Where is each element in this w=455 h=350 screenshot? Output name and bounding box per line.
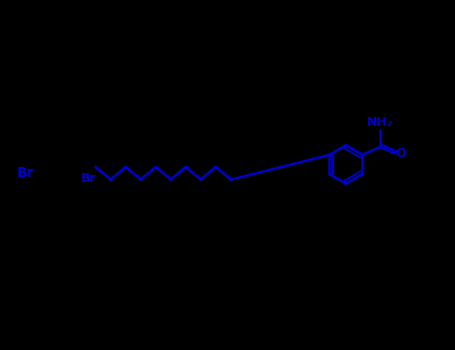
Text: NH₂: NH₂	[367, 116, 393, 129]
Text: Br: Br	[16, 166, 34, 180]
Text: Br: Br	[81, 172, 96, 185]
Text: O: O	[396, 147, 406, 160]
